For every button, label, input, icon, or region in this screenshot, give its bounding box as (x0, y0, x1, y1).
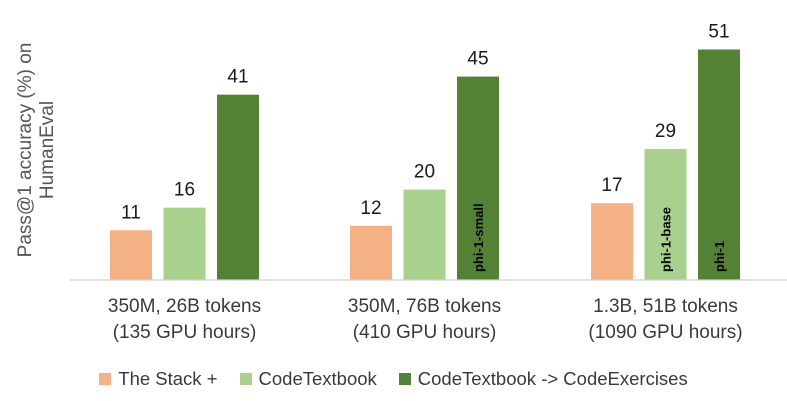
x-tick-label: 1.3B, 51B tokens (593, 296, 738, 317)
data-label: 12 (360, 198, 381, 219)
data-label: 45 (467, 49, 488, 70)
y-axis-label-text: Pass@1 accuracy (%) onHumanEval (15, 43, 58, 258)
legend-item-codetextbook-codeexercises: CodeTextbook -> CodeExercises (398, 368, 688, 390)
legend-swatch (99, 373, 112, 385)
legend-item-the-stack: The Stack + (99, 368, 218, 390)
y-axis-label: Pass@1 accuracy (%) onHumanEval (15, 43, 58, 258)
bar-inline-label: phi-1 (712, 241, 727, 272)
bar (591, 203, 633, 280)
legend-label: CodeTextbook -> CodeExercises (417, 368, 688, 389)
legend: The Stack + CodeTextbook CodeTextbook ->… (0, 368, 787, 390)
legend-label: The Stack + (118, 368, 218, 389)
bar (457, 76, 499, 280)
data-label: 16 (174, 180, 195, 201)
legend-swatch (398, 373, 411, 385)
legend-item-codetextbook: CodeTextbook (239, 368, 377, 390)
bar-inline-label: phi-1-small (471, 203, 486, 272)
x-tick-label: 350M, 26B tokens (108, 296, 261, 317)
data-label: 29 (655, 121, 676, 142)
legend-label: CodeTextbook (258, 368, 377, 389)
bar (350, 225, 392, 280)
x-tick-label: (410 GPU hours) (353, 322, 497, 343)
data-label: 51 (708, 21, 729, 42)
bar (698, 49, 740, 281)
bar (644, 148, 687, 280)
bar (163, 207, 206, 280)
bar (217, 94, 259, 281)
x-tick-labels: 350M, 26B tokens (135 GPU hours) 350M, 76B… (108, 296, 743, 343)
bar (403, 189, 446, 280)
x-tick-label: (135 GPU hours) (113, 322, 257, 343)
bars-group: 11 12 17 16 20 29 phi-1-base 41 45 phi-1-small 51 p… (110, 21, 740, 281)
data-label: 11 (121, 202, 141, 223)
x-tick-label: (1090 GPU hours) (588, 322, 742, 343)
bar (110, 230, 152, 280)
x-tick-label: 350M, 76B tokens (348, 296, 501, 317)
legend-swatch (239, 373, 252, 385)
data-label: 41 (227, 67, 248, 88)
data-label: 20 (414, 162, 435, 183)
bar-inline-label: phi-1-base (659, 207, 674, 272)
data-label: 17 (601, 175, 622, 196)
